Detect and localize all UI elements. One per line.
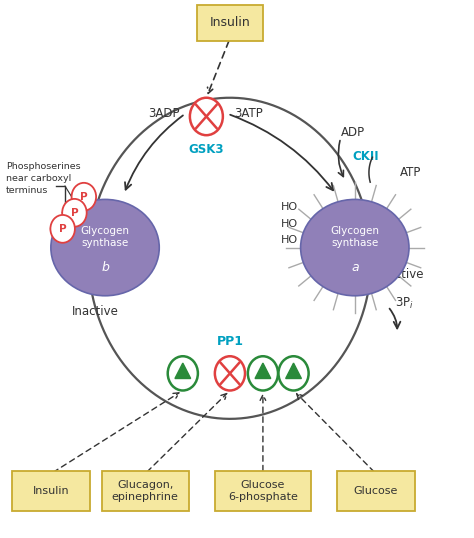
- Text: 3P$_i$: 3P$_i$: [395, 296, 414, 312]
- Text: 3ATP: 3ATP: [235, 107, 263, 121]
- Text: GSK3: GSK3: [189, 143, 224, 156]
- Text: a: a: [351, 261, 359, 274]
- Text: PP1: PP1: [217, 335, 244, 348]
- Text: Glycogen
synthase: Glycogen synthase: [330, 226, 379, 248]
- Text: Inactive: Inactive: [72, 306, 119, 318]
- FancyBboxPatch shape: [337, 471, 415, 511]
- Text: Glucagon,
epinephrine: Glucagon, epinephrine: [112, 480, 179, 502]
- Polygon shape: [255, 363, 271, 379]
- Text: P: P: [80, 192, 88, 202]
- Ellipse shape: [51, 200, 159, 296]
- Text: Insulin: Insulin: [210, 16, 250, 29]
- Text: 3ADP: 3ADP: [148, 107, 180, 121]
- Circle shape: [190, 98, 223, 135]
- FancyBboxPatch shape: [12, 471, 90, 511]
- Circle shape: [50, 215, 75, 243]
- Circle shape: [278, 356, 309, 391]
- Polygon shape: [286, 363, 301, 379]
- Text: b: b: [101, 261, 109, 274]
- Text: HO: HO: [281, 202, 298, 213]
- Text: P: P: [71, 208, 78, 218]
- Polygon shape: [175, 363, 191, 379]
- Text: HO: HO: [281, 218, 298, 229]
- Text: ADP: ADP: [341, 126, 365, 139]
- FancyBboxPatch shape: [215, 471, 311, 511]
- Text: Phosphoserines
near carboxyl
terminus: Phosphoserines near carboxyl terminus: [6, 162, 81, 195]
- Text: HO: HO: [281, 235, 298, 245]
- Text: CKII: CKII: [353, 150, 379, 163]
- Text: Active: Active: [388, 268, 424, 281]
- Circle shape: [248, 356, 278, 391]
- Ellipse shape: [301, 200, 409, 296]
- Text: Insulin: Insulin: [33, 486, 69, 496]
- FancyBboxPatch shape: [197, 5, 263, 41]
- Circle shape: [168, 356, 198, 391]
- Text: Glycogen
synthase: Glycogen synthase: [81, 226, 129, 248]
- Text: P: P: [59, 224, 66, 234]
- Circle shape: [62, 199, 87, 226]
- Circle shape: [72, 183, 96, 211]
- Circle shape: [215, 356, 245, 391]
- Text: Glucose
6-phosphate: Glucose 6-phosphate: [228, 480, 298, 502]
- Text: Glucose: Glucose: [354, 486, 398, 496]
- Text: ATP: ATP: [400, 166, 421, 179]
- FancyBboxPatch shape: [101, 471, 189, 511]
